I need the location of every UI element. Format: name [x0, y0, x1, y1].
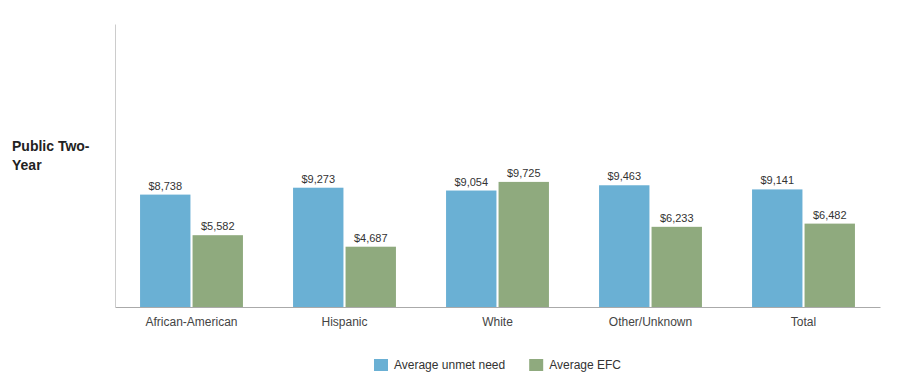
data-label: $4,687: [354, 232, 388, 244]
legend-swatch: [529, 359, 543, 371]
data-label: $8,738: [148, 180, 182, 192]
bar: [499, 182, 549, 307]
data-label: $9,463: [607, 170, 641, 182]
x-tick: African-American: [145, 307, 237, 329]
y-axis-line: [115, 25, 116, 308]
legend-swatch: [374, 359, 388, 371]
x-tick-label: Other/Unknown: [609, 315, 692, 329]
data-label: $9,725: [507, 167, 541, 179]
bar: [346, 247, 396, 307]
plot: $8,738 $9,273 $9,054 $9,463 $9,141 $5,582 $4,6…: [116, 25, 881, 329]
bar: [193, 235, 243, 307]
x-tick: White: [482, 307, 513, 329]
x-tick-label: African-American: [145, 315, 237, 329]
x-tick: Hispanic: [321, 307, 367, 329]
data-label: $5,582: [201, 220, 235, 232]
x-axis-line: [116, 307, 881, 308]
y-label: Public Two-Year: [12, 138, 90, 172]
bar: [446, 191, 496, 307]
bar: [805, 224, 855, 307]
bar: [140, 195, 190, 307]
legend-label: Average EFC: [549, 358, 621, 372]
data-label: $9,054: [454, 176, 488, 188]
x-axis: African-American Hispanic White Other/Unkno…: [116, 307, 881, 329]
legend-label: Average unmet need: [394, 358, 505, 372]
bar: [752, 189, 802, 307]
legend: Average unmet need Average EFC: [374, 358, 621, 372]
x-tick-label: Hispanic: [321, 315, 367, 329]
legend-item: Average unmet need: [374, 358, 505, 372]
data-label: $9,273: [301, 173, 335, 185]
x-tick: Other/Unknown: [609, 307, 692, 329]
data-label: $6,482: [813, 209, 847, 221]
chart: $8,738 $9,273 $9,054 $9,463 $9,141 $5,582 $4,6…: [0, 0, 900, 387]
bar: [652, 227, 702, 307]
bars: [140, 182, 855, 307]
data-label: $6,233: [660, 212, 694, 224]
y-axis: [115, 25, 116, 308]
bar: [599, 185, 649, 307]
data-label: $9,141: [760, 174, 794, 186]
x-tick: Total: [791, 307, 816, 329]
data-labels: $8,738 $9,273 $9,054 $9,463 $9,141 $5,582 $4,6…: [148, 167, 846, 244]
x-tick-label: White: [482, 315, 513, 329]
legend-item: Average EFC: [529, 358, 621, 372]
x-tick-label: Total: [791, 315, 816, 329]
bar: [293, 188, 343, 307]
